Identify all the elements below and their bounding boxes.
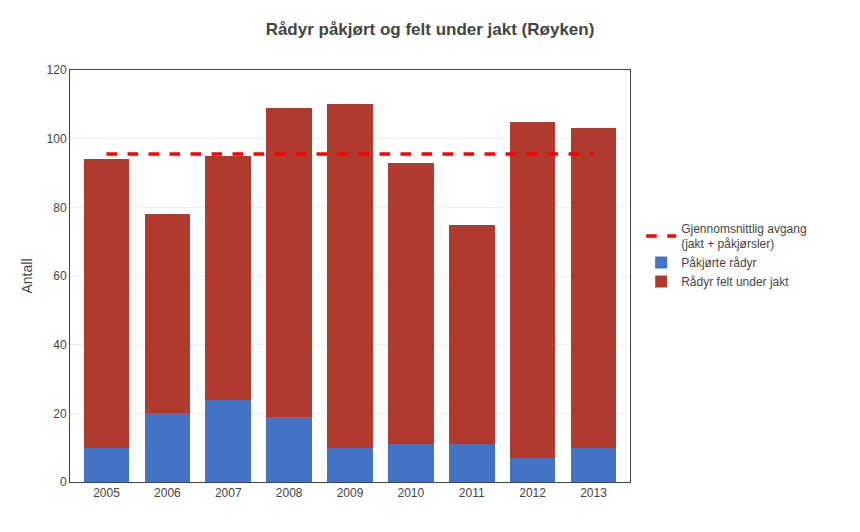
svg-text:Gjennomsnittlig avgang(jakt +: Gjennomsnittlig avgang(jakt + påkjørsler… [681, 222, 806, 252]
svg-text:0: 0 [60, 475, 67, 489]
svg-text:Påkjørte rådyr: Påkjørte rådyr [681, 256, 756, 270]
svg-text:Rådyr felt under jakt: Rådyr felt under jakt [681, 275, 789, 289]
svg-text:120: 120 [47, 63, 67, 77]
svg-text:2011: 2011 [459, 486, 485, 500]
svg-text:2005: 2005 [93, 486, 120, 500]
svg-text:40: 40 [53, 338, 67, 352]
svg-text:Rådyr påkjørt og felt under ja: Rådyr påkjørt og felt under jakt (Røyken… [266, 20, 595, 39]
svg-text:2010: 2010 [398, 486, 425, 500]
svg-text:Antall: Antall [19, 258, 35, 293]
svg-text:2012: 2012 [519, 486, 546, 500]
svg-text:2013: 2013 [580, 486, 607, 500]
svg-text:2007: 2007 [215, 486, 242, 500]
svg-text:80: 80 [53, 201, 67, 215]
svg-text:20: 20 [53, 407, 67, 421]
svg-text:2006: 2006 [154, 486, 181, 500]
svg-text:100: 100 [47, 132, 67, 146]
svg-text:60: 60 [53, 269, 67, 283]
svg-text:2008: 2008 [276, 486, 303, 500]
svg-text:2009: 2009 [337, 486, 364, 500]
